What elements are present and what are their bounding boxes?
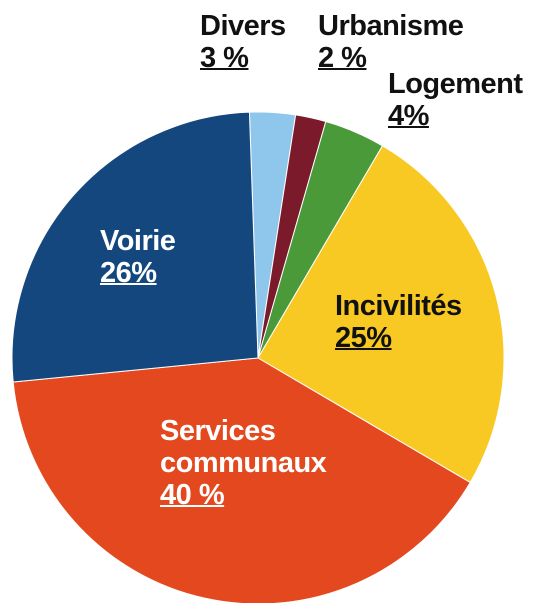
value-label: 26% [100,257,157,289]
category-name: Incivilités [335,290,462,322]
slice-label: Services communaux 40 % [160,415,360,511]
value-label: 4% [388,100,429,132]
value-label: 3 % [200,42,249,74]
pie-slice [12,357,471,603]
pie-slice [257,145,505,484]
slice-label: Incivilités 25% [335,290,462,354]
category-name: Divers [200,10,286,42]
slice-label: Divers 3 % [200,10,286,74]
value-label: 2 % [318,42,367,74]
category-name: Logement [388,68,523,100]
slice-label: Urbanisme 2 % [318,10,464,74]
category-name: Urbanisme [318,10,464,42]
value-label: 40 % [160,479,225,511]
category-name: Services communaux [160,415,327,479]
slice-label: Logement 4% [388,68,523,132]
category-name: Voirie [100,225,176,257]
value-label: 25% [335,322,392,354]
pie-slice [11,111,259,383]
slice-label: Voirie 26% [100,225,176,289]
